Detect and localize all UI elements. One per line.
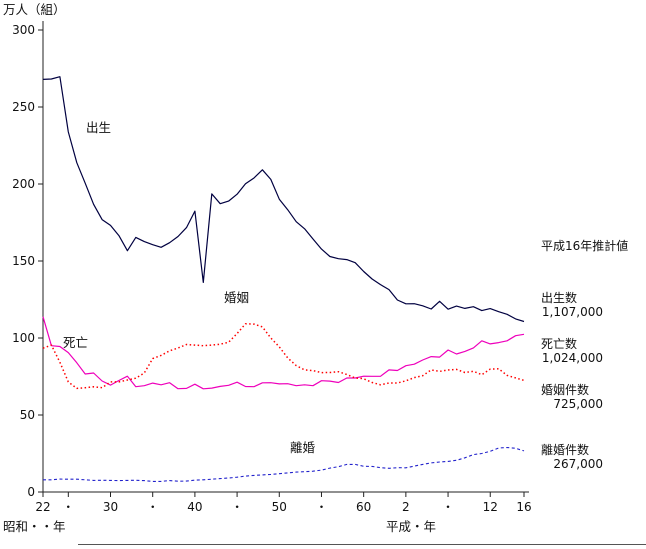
svg-text:12: 12 xyxy=(483,500,498,514)
svg-text:50: 50 xyxy=(272,500,287,514)
annotation-divorces-label: 離婚件数 xyxy=(541,443,590,457)
estimate-title: 平成16年推計値 xyxy=(541,239,629,253)
svg-text:・: ・ xyxy=(442,500,454,514)
annotation-marriages-label: 婚姻件数 xyxy=(541,383,590,397)
svg-text:・: ・ xyxy=(147,500,159,514)
svg-text:・: ・ xyxy=(231,500,243,514)
bottom-rule xyxy=(78,544,646,545)
series-label-births: 出生 xyxy=(86,120,112,135)
svg-text:・: ・ xyxy=(315,500,327,514)
annotation-deaths-label: 死亡数 xyxy=(541,337,578,351)
annotation-divorces: 離婚件数 267,000 xyxy=(541,443,645,472)
series-label-divorces: 離婚 xyxy=(290,440,316,455)
series-label-marriages: 婚姻 xyxy=(224,290,250,305)
series-label-deaths: 死亡 xyxy=(63,335,89,350)
annotation-marriages: 婚姻件数 725,000 xyxy=(541,383,645,412)
svg-text:40: 40 xyxy=(187,500,202,514)
annotation-divorces-value: 267,000 xyxy=(553,457,603,472)
annotation-deaths: 死亡数 1,024,000 xyxy=(541,337,645,366)
svg-text:16: 16 xyxy=(516,500,531,514)
svg-text:・: ・ xyxy=(62,500,74,514)
svg-text:200: 200 xyxy=(12,177,35,191)
svg-text:300: 300 xyxy=(12,23,35,37)
svg-text:50: 50 xyxy=(20,408,35,422)
svg-text:30: 30 xyxy=(103,500,118,514)
x-axis-era-label-showa: 昭和・・年 xyxy=(3,519,66,534)
annotation-marriages-value: 725,000 xyxy=(553,397,603,412)
annotation-births-value: 1,107,000 xyxy=(541,305,603,320)
svg-text:2: 2 xyxy=(402,500,410,514)
annotation-births-label: 出生数 xyxy=(541,291,578,305)
svg-text:0: 0 xyxy=(27,485,35,499)
svg-text:150: 150 xyxy=(12,254,35,268)
svg-text:100: 100 xyxy=(12,331,35,345)
annotation-births: 出生数 1,107,000 xyxy=(541,291,645,320)
x-axis-era-label-heisei: 平成・年 xyxy=(386,519,437,534)
annotation-deaths-value: 1,024,000 xyxy=(541,351,603,366)
svg-text:22: 22 xyxy=(35,500,50,514)
y-axis-unit-label: 万人（組） xyxy=(3,2,66,17)
svg-text:60: 60 xyxy=(356,500,371,514)
svg-text:250: 250 xyxy=(12,100,35,114)
